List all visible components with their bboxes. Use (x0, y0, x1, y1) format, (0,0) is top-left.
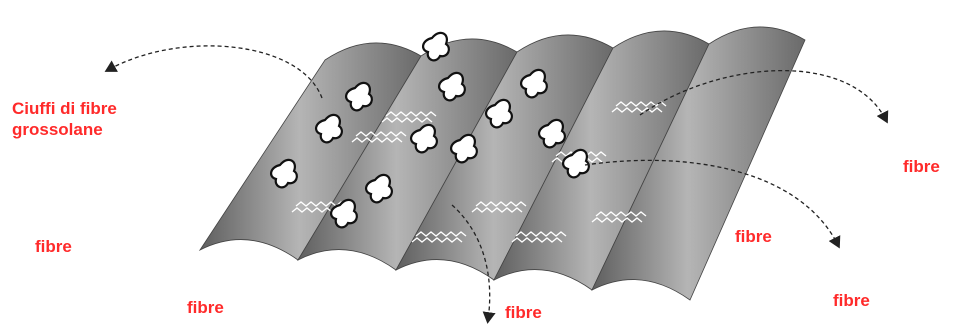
fibre-label: fibre (187, 297, 224, 318)
label-line: grossolane (12, 119, 117, 140)
label-line: Ciuffi di fibre (12, 98, 117, 119)
fibre-label: fibre (735, 226, 772, 247)
fibre-label: fibre (505, 302, 542, 323)
arrow (108, 46, 322, 98)
illustration (0, 0, 962, 326)
fibre-label: fibre (35, 236, 72, 257)
tuft (423, 33, 449, 60)
tufts-label: Ciuffi di fibre grossolane (12, 98, 117, 140)
fibre-label: fibre (833, 290, 870, 311)
fibre-label: fibre (903, 156, 940, 177)
diagram: Ciuffi di fibre grossolane fibre fibre f… (0, 0, 962, 326)
